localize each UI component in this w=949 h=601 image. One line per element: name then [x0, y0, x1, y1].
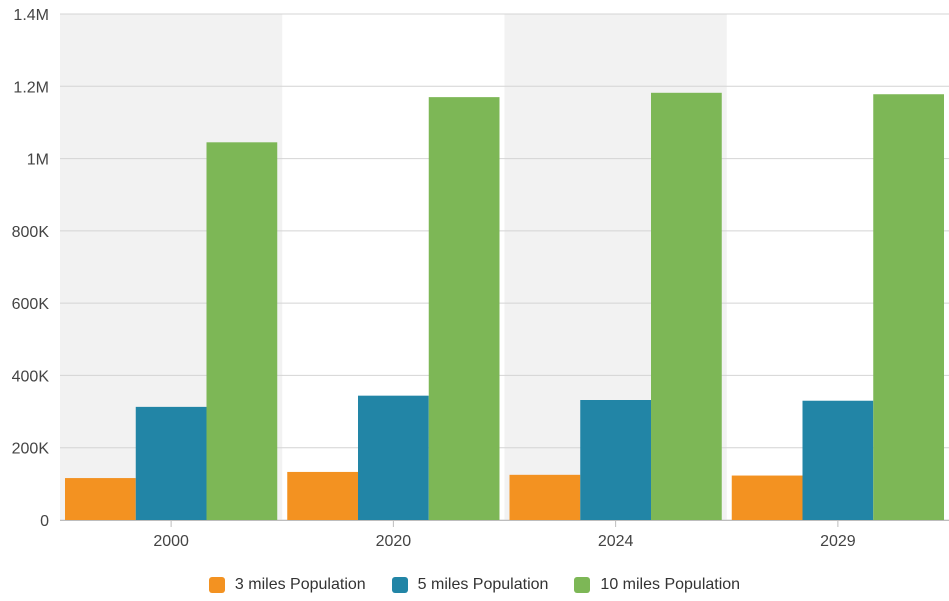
x-tick-label: 2000 — [153, 533, 189, 550]
bar-chart: 0 200K 400K 600K 800K 1M 1.2M 1.4M 2000 2020 2024… — [12, 7, 949, 550]
bar[interactable] — [580, 400, 651, 520]
y-tick-label: 400K — [12, 368, 50, 385]
y-tick-label: 1M — [27, 152, 49, 169]
legend-label: 10 miles Population — [600, 576, 741, 593]
legend-label: 3 miles Population — [234, 576, 366, 593]
legend-swatch — [208, 577, 225, 593]
y-tick-label: 800K — [12, 224, 50, 241]
y-tick-label: 0 — [40, 513, 49, 530]
bar[interactable] — [287, 471, 358, 520]
legend: 3 miles Population 5 miles Population 10 m… — [0, 576, 949, 594]
x-tick-label: 2024 — [598, 533, 634, 550]
bar[interactable] — [65, 478, 136, 520]
bar[interactable] — [509, 474, 581, 520]
y-tick-label: 1.2M — [13, 79, 49, 96]
bar[interactable] — [135, 406, 207, 520]
y-tick-label: 600K — [12, 296, 50, 313]
bars — [65, 92, 944, 521]
legend-label: 5 miles Population — [417, 576, 549, 593]
legend-item[interactable]: 5 miles Population — [391, 576, 549, 594]
legend-item[interactable]: 3 miles Population — [208, 576, 366, 594]
y-tick-label: 200K — [12, 441, 50, 458]
bar[interactable] — [206, 142, 278, 521]
bar[interactable] — [358, 395, 429, 520]
legend-item[interactable]: 10 miles Population — [574, 576, 740, 594]
x-tick-label: 2020 — [376, 533, 412, 550]
bar[interactable] — [731, 475, 803, 520]
legend-swatch — [391, 577, 408, 593]
bar[interactable] — [873, 94, 944, 520]
bar[interactable] — [651, 92, 722, 520]
x-axis: 2000 2020 2024 2029 — [60, 520, 949, 550]
x-tick-label: 2029 — [820, 533, 856, 550]
y-axis: 0 200K 400K 600K 800K 1M 1.2M 1.4M — [12, 7, 50, 530]
legend-swatch — [574, 577, 591, 593]
bar[interactable] — [802, 400, 874, 520]
bar[interactable] — [428, 97, 500, 520]
y-tick-label: 1.4M — [13, 7, 49, 24]
